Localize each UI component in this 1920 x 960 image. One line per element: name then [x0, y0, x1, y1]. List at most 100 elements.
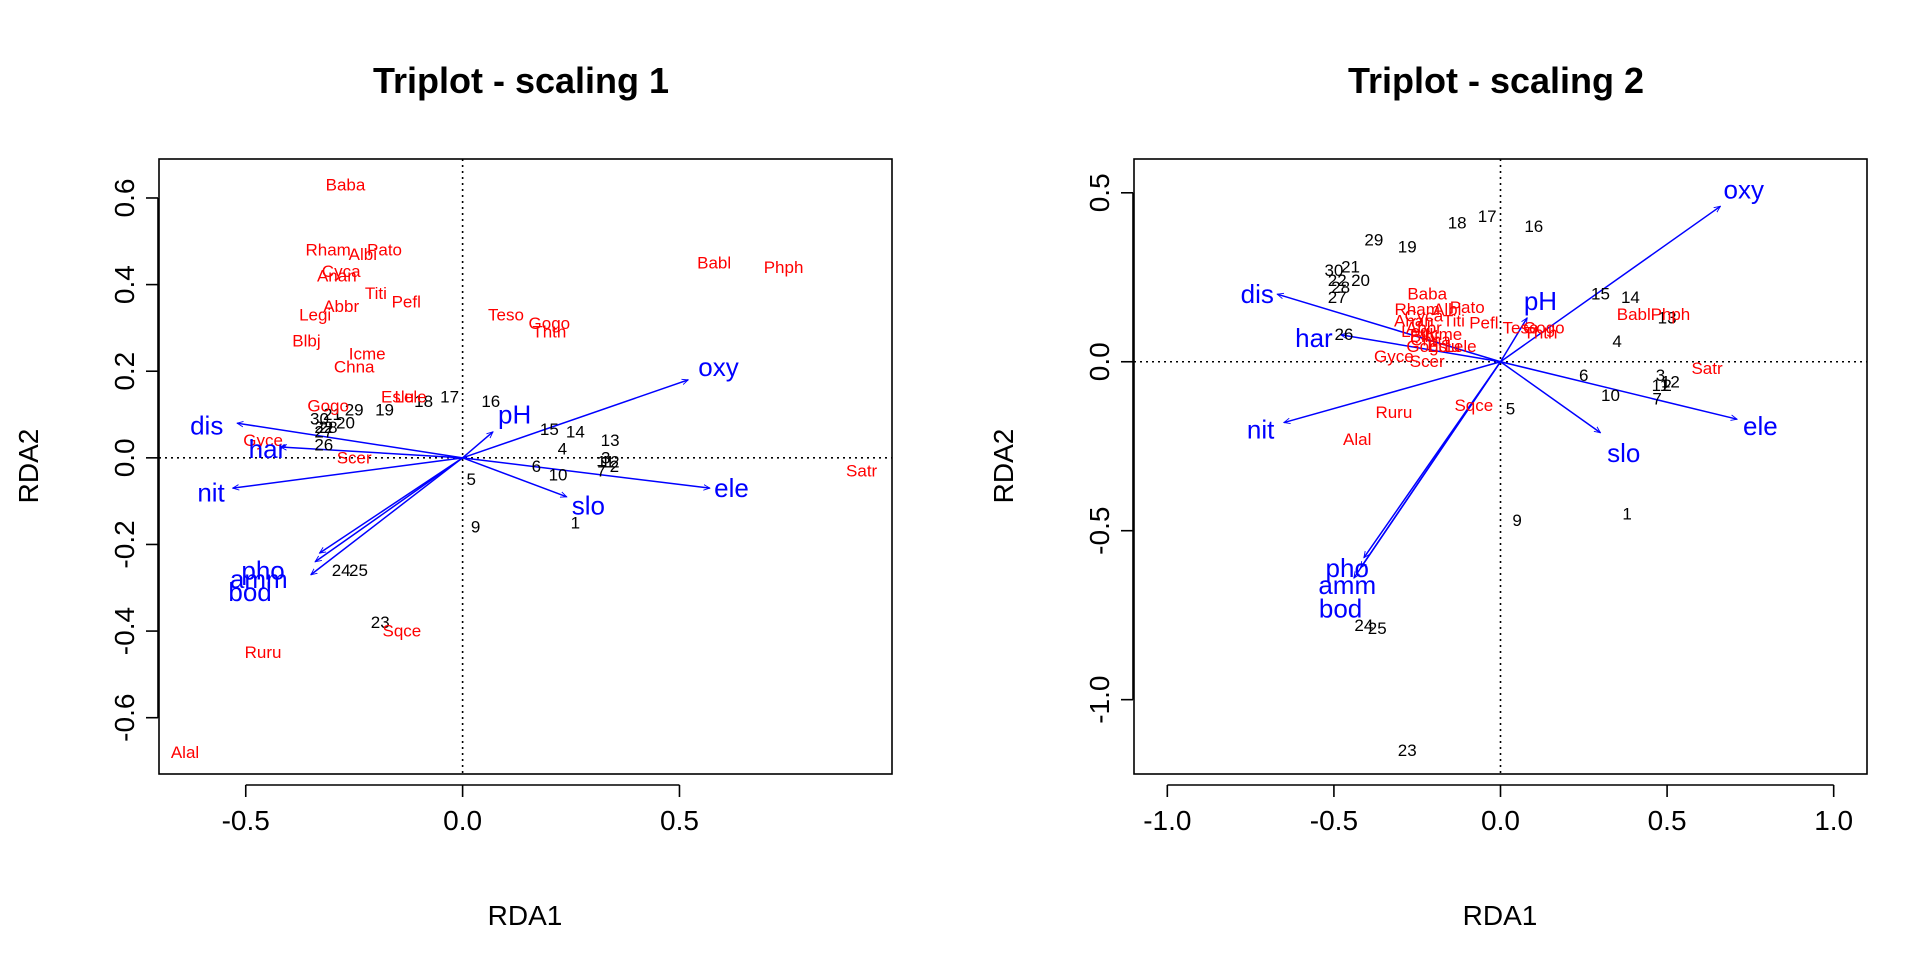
- species-label: Rham: [305, 240, 350, 259]
- y-tick-label: -0.2: [109, 520, 140, 568]
- site-label: 21: [323, 405, 342, 424]
- site-label: 16: [481, 392, 500, 411]
- env-label-oxy: oxy: [1723, 174, 1763, 204]
- species-label: Blbj: [292, 331, 320, 350]
- env-arrow-oxy: [1500, 206, 1721, 363]
- site-label: 14: [566, 422, 585, 441]
- env-label-ele: ele: [1743, 411, 1778, 441]
- env-arrow-bod: [311, 457, 464, 575]
- panel-scaling-2: Triplot - scaling 2 -1.0 -0.5 0.0 0.5 1.0 -1…: [988, 60, 1868, 931]
- site-label: 17: [1478, 207, 1497, 226]
- panel-1-title: Triplot - scaling 1: [373, 60, 669, 101]
- panel-2-y-axis-title: RDA2: [988, 429, 1019, 504]
- species-label: Gyce: [1374, 347, 1414, 366]
- species-label: Titi: [365, 284, 387, 303]
- species-label: Ruru: [1375, 403, 1412, 422]
- site-label: 17: [440, 388, 459, 407]
- species-label: Satr: [846, 461, 878, 480]
- env-label-slo: slo: [1607, 438, 1640, 468]
- env-label-pho: pho: [1326, 553, 1369, 583]
- species-label: Gogo: [307, 396, 349, 415]
- species-label: Baba: [326, 175, 366, 194]
- species-label: Babl: [697, 253, 731, 272]
- x-tick-label: 1.0: [1814, 805, 1853, 836]
- env-label-oxy: oxy: [698, 352, 738, 382]
- site-label: 16: [1524, 217, 1543, 236]
- env-label-har: har: [249, 434, 287, 464]
- env-label-amm: amm: [1318, 570, 1376, 600]
- species-label: Gyce: [243, 431, 283, 450]
- site-label: 10: [1601, 386, 1620, 405]
- panel-2-zero-lines: [1134, 159, 1867, 774]
- env-arrow-pH: [462, 432, 493, 459]
- site-label: 4: [1612, 332, 1621, 351]
- species-label: Baba: [1407, 285, 1447, 304]
- site-label: 19: [375, 401, 394, 420]
- panel-2-y-axis: -1.0 -0.5 0.0 0.5: [1084, 173, 1134, 724]
- site-label: 6: [532, 457, 541, 476]
- y-tick-label: -0.5: [1084, 507, 1115, 555]
- site-label: 18: [414, 392, 433, 411]
- y-tick-label: 0.0: [109, 438, 140, 477]
- env-arrow-bod: [1354, 361, 1502, 578]
- species-label: Ruru: [245, 643, 282, 662]
- panel-scaling-1: Triplot - scaling 1 -0.5 0.0 0.5 -0.6-0.4-…: [13, 60, 893, 931]
- site-label: 27: [1328, 288, 1347, 307]
- species-label: Abbr: [323, 297, 359, 316]
- species-label: Titi: [1443, 312, 1465, 331]
- site-label: 21: [1341, 258, 1360, 277]
- site-label: 26: [314, 435, 333, 454]
- env-label-har: har: [1295, 323, 1333, 353]
- site-label: 4: [558, 440, 567, 459]
- species-label: Thth: [1523, 324, 1557, 343]
- y-tick-label: -0.4: [109, 607, 140, 655]
- site-label: 19: [1398, 237, 1417, 256]
- env-arrow-nit: [1284, 361, 1501, 423]
- site-label: 25: [1368, 619, 1387, 638]
- y-tick-label: 0.0: [1084, 342, 1115, 381]
- species-label: Pefl: [1469, 313, 1498, 332]
- species-label: Albi: [1433, 300, 1461, 319]
- site-label: 1: [571, 513, 580, 532]
- site-label: 29: [345, 401, 364, 420]
- site-label: 24: [332, 561, 351, 580]
- env-arrow-dis: [237, 423, 463, 459]
- species-label: Cyca: [322, 262, 361, 281]
- env-arrow-ele: [462, 457, 710, 488]
- panel-2-x-axis-title: RDA1: [1463, 900, 1538, 931]
- site-label: 18: [1448, 214, 1467, 233]
- species-label: Sqce: [383, 622, 422, 641]
- env-label-dis: dis: [1241, 279, 1274, 309]
- species-label: Thth: [532, 323, 566, 342]
- site-label: 26: [1334, 325, 1353, 344]
- species-label: Lele: [394, 388, 426, 407]
- x-tick-label: 0.5: [1648, 805, 1687, 836]
- species-label: Rham: [1395, 300, 1440, 319]
- env-label-pH: pH: [498, 400, 531, 430]
- site-label: 5: [1506, 400, 1515, 419]
- species-label: Babl: [1617, 305, 1651, 324]
- panel-1-y-axis: -0.6 -0.4 -0.2 0.0 0.2 0.4 0.6: [109, 179, 159, 742]
- panel-1-x-axis-title: RDA1: [488, 900, 563, 931]
- x-tick-label: -0.5: [222, 805, 270, 836]
- panel-1-env-arrows: [233, 380, 710, 575]
- species-label: Scer: [1410, 352, 1445, 371]
- env-arrow-slo: [462, 457, 567, 497]
- species-label: Phph: [1651, 305, 1691, 324]
- site-label: 15: [1591, 285, 1610, 304]
- site-label: 13: [601, 431, 620, 450]
- species-label: Legi: [299, 305, 331, 324]
- site-label: 14: [1621, 288, 1640, 307]
- env-label-ele: ele: [714, 473, 749, 503]
- species-label: Pato: [1450, 298, 1485, 317]
- species-label: Blbj: [1410, 327, 1438, 346]
- x-tick-label: -1.0: [1143, 805, 1191, 836]
- site-label: 12: [601, 453, 620, 472]
- env-arrow-dis: [1277, 294, 1501, 363]
- x-tick-label: 0.0: [443, 805, 482, 836]
- env-label-pH: pH: [1524, 286, 1557, 316]
- env-arrow-pH: [1499, 318, 1528, 363]
